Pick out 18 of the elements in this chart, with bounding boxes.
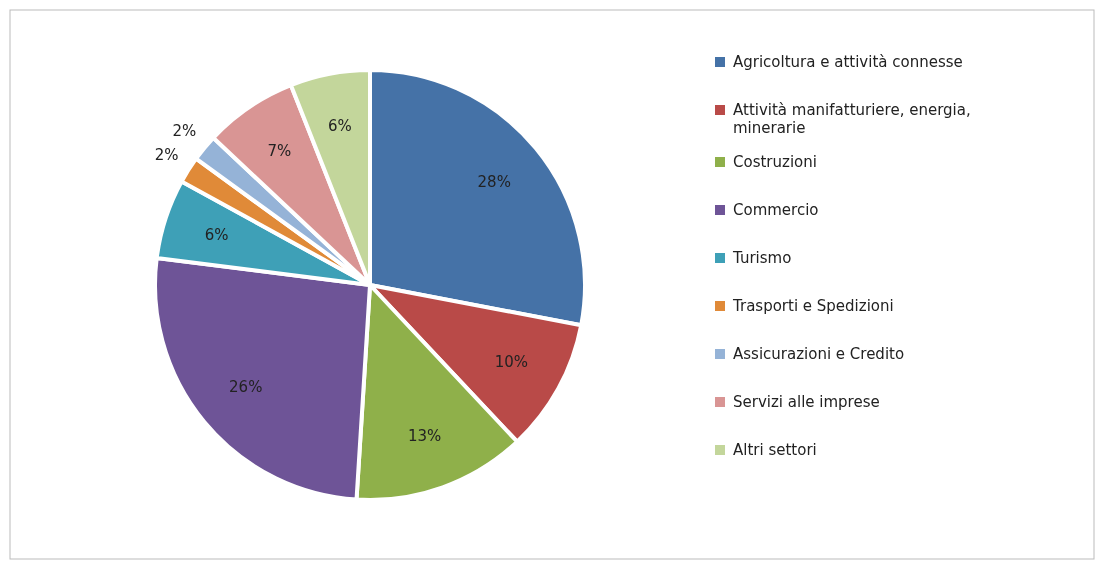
data-label: 6% (327, 117, 352, 136)
legend-label: Servizi alle imprese (733, 392, 880, 411)
legend-label: Attività manifatturiere, energia, minerarie (733, 100, 971, 137)
data-label: 2% (172, 122, 197, 141)
legend-label: Altri settori (733, 440, 817, 459)
data-label: 28% (477, 172, 511, 191)
legend-label: Agricoltura e attività connesse (733, 52, 963, 71)
legend-label: Turismo (732, 248, 792, 267)
data-label: 7% (267, 142, 292, 161)
legend-label: Assicurazioni e Credito (733, 344, 905, 363)
data-label: 26% (229, 378, 263, 397)
data-label: 6% (204, 225, 229, 244)
legend-label: Costruzioni (733, 152, 817, 171)
data-label: 2% (154, 146, 179, 165)
data-label: 10% (494, 353, 528, 372)
legend-label: Trasporti e Spedizioni (732, 296, 894, 315)
legend-label: Commercio (733, 200, 819, 219)
data-label: 13% (407, 427, 442, 446)
